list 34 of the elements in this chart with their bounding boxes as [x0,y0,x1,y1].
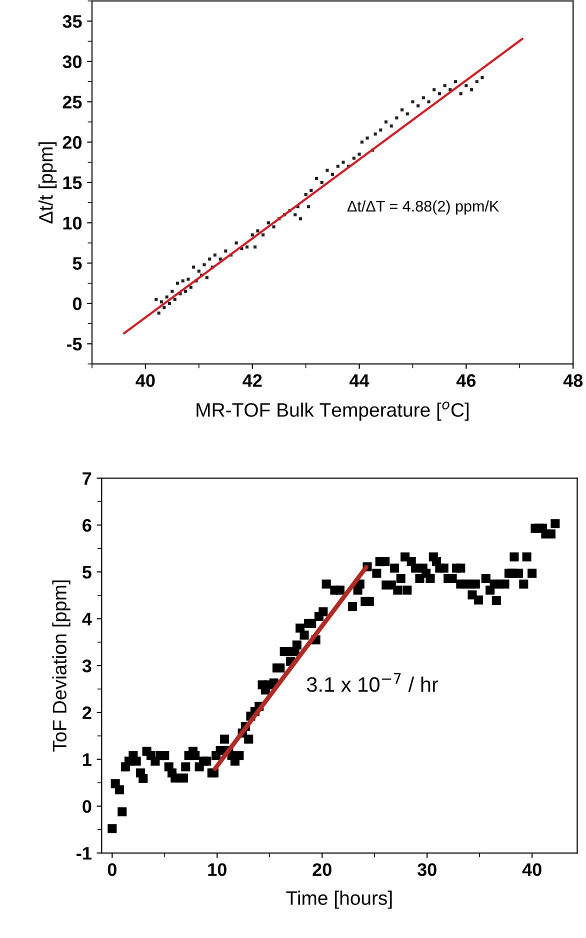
y-tick-label: -5 [66,338,82,350]
y-tick-label: 35 [62,15,82,28]
y-tick-label: 25 [62,96,82,108]
x-tick-label: 42 [242,374,262,387]
x-tick-label: 30 [417,863,436,876]
y-tick-label: 7 [82,472,92,485]
x-tick-label: 46 [456,374,476,387]
y-tick-label: 15 [63,176,82,190]
y-tick-label: 10 [63,216,82,230]
x-axis-title: MR-TOF Bulk Temperature [$^{o}$C] [196,402,469,421]
y-tick-label: 1 [83,753,92,766]
y-axis-title: ToF Deviation [ppm] [52,580,70,752]
y-tick-label: -1 [76,847,92,860]
y-tick-label: 30 [62,55,82,68]
y-axis-title: Δt/t [ppm] [38,142,57,224]
annotation: 3.1 x 10$^{−7}$ / hr [306,673,438,692]
y-tick-label: 6 [82,518,92,532]
x-tick-label: 20 [312,863,332,876]
y-tick-label: 0 [72,297,82,310]
x-axis-title: Time [hours] [286,890,392,909]
x-tick-label: 10 [208,863,226,876]
y-tick-label: 5 [72,257,82,270]
x-tick-label: 48 [563,374,583,387]
y-tick-label: 2 [82,706,92,719]
x-tick-label: 0 [108,863,116,876]
x-tick-label: 40 [522,863,542,876]
x-tick-label: 44 [350,374,370,387]
y-tick-label: 5 [82,566,92,579]
y-tick-label: 0 [82,800,92,813]
y-tick-label: 20 [62,136,82,149]
x-tick-label: 40 [136,374,155,387]
annotation: Δt/ΔT = 4.88(2) ppm/K [347,200,499,215]
y-tick-label: 3 [82,660,92,672]
y-tick-label: 4 [82,612,92,626]
